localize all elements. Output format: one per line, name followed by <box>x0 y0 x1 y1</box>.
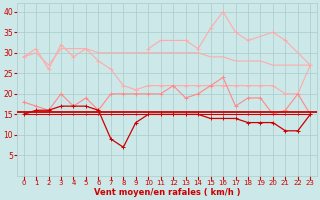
X-axis label: Vent moyen/en rafales ( km/h ): Vent moyen/en rafales ( km/h ) <box>94 188 240 197</box>
